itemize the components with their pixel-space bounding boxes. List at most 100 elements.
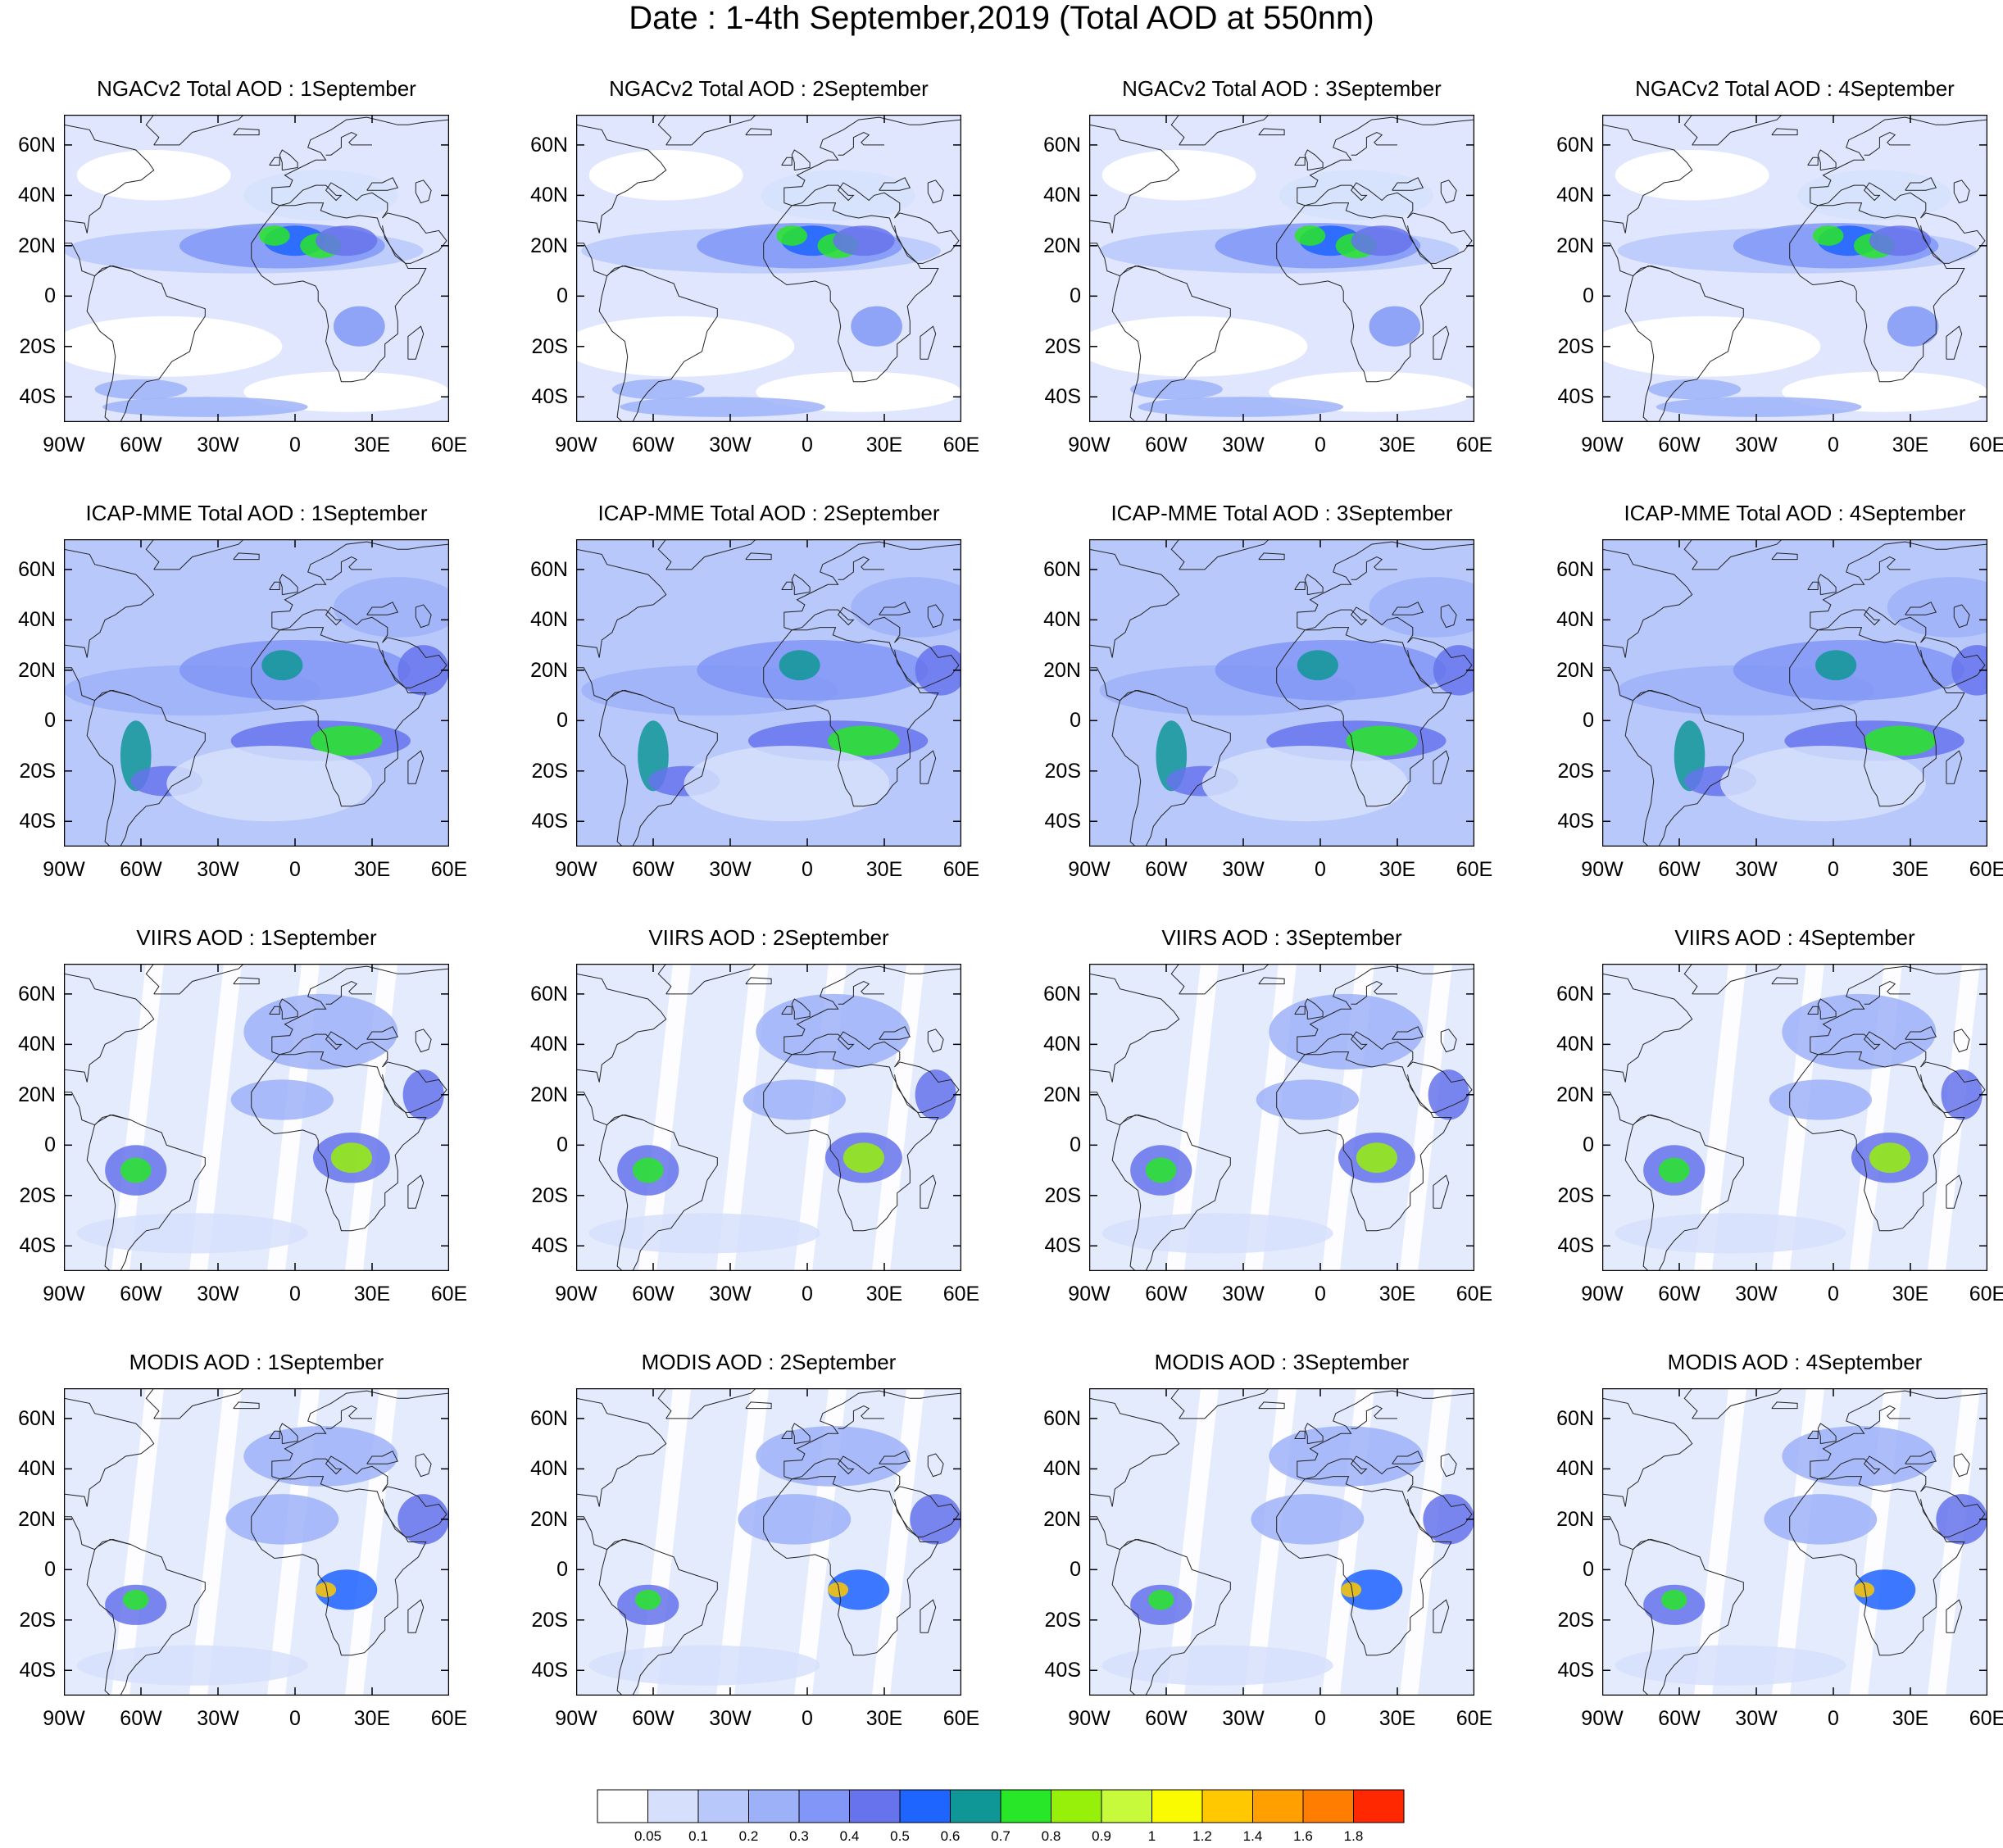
satellite-swath-gap <box>872 964 924 1271</box>
lon-label: 90W <box>1581 858 1624 881</box>
lat-label: 40S <box>531 1234 568 1258</box>
colorbar-swatch <box>647 1789 699 1823</box>
map-area <box>64 115 449 422</box>
lon-label: 60E <box>430 858 468 881</box>
map-area <box>1602 115 1987 422</box>
aerosol-plume <box>1145 1157 1177 1183</box>
map-area <box>1089 539 1474 847</box>
coastline <box>838 131 884 156</box>
coastline <box>920 750 937 784</box>
coastline <box>1258 552 1285 561</box>
lat-label: 40N <box>1043 1457 1081 1481</box>
coastline <box>1624 689 1744 847</box>
lat-label: 40N <box>1556 1457 1594 1481</box>
aod-map <box>1602 1388 1987 1696</box>
lon-label: 90W <box>43 1707 85 1730</box>
lat-label: 40N <box>18 608 56 632</box>
satellite-swath-gap <box>1166 964 1219 1271</box>
lon-label: 0 <box>1315 1283 1326 1305</box>
lat-label: 20N <box>1556 234 1594 257</box>
aerosol-plume <box>310 725 383 756</box>
map-area <box>576 539 961 847</box>
lat-label: 20N <box>1556 1083 1594 1106</box>
coastline <box>1170 1388 1270 1419</box>
coastline <box>1771 1401 1798 1410</box>
lon-label: 60W <box>1145 1283 1188 1305</box>
map-area <box>1602 1388 1987 1696</box>
lon-label: 30W <box>1222 858 1265 881</box>
coastline <box>1433 1174 1450 1209</box>
coastline <box>251 202 427 383</box>
aerosol-plume <box>738 1494 852 1545</box>
coastline <box>86 265 206 422</box>
aerosol-plume <box>588 1213 820 1254</box>
panel-title: NGACv2 Total AOD : 2September <box>609 76 929 101</box>
colorbar-swatch <box>1201 1789 1253 1823</box>
lon-label: 30E <box>353 858 391 881</box>
lat-label: 0 <box>44 1558 56 1582</box>
colorbar: 0.05 0.1 0.2 0.3 0.4 0.5 0.6 0.7 0.8 0.9 1 1.2 1.4 1.… <box>597 1789 1408 1844</box>
aerosol-plume <box>1648 379 1742 400</box>
coastline <box>598 689 718 847</box>
aerosol-plume <box>1201 746 1408 822</box>
coastline <box>1810 606 1927 643</box>
coastline <box>1392 177 1424 191</box>
coastline <box>1304 149 1324 171</box>
coastline <box>1351 131 1397 156</box>
coastline <box>1810 182 1927 219</box>
lon-label: 60W <box>1658 434 1701 456</box>
coastline <box>1817 574 1837 596</box>
coastline <box>271 606 388 643</box>
map-area <box>576 1388 961 1696</box>
lon-label: 0 <box>289 434 301 456</box>
lat-label: 20S <box>1044 1183 1081 1207</box>
coastline <box>1864 1405 1910 1429</box>
lat-label: 0 <box>556 1133 568 1157</box>
map-area <box>1089 115 1474 422</box>
panel-title: NGACv2 Total AOD : 1September <box>97 76 416 101</box>
map-panel: VIIRS AOD : 1September 60N 40N 20N 0 20S 40S 90… <box>0 923 513 1349</box>
coastline <box>745 128 772 136</box>
coastline <box>325 1405 372 1429</box>
aerosol-plume <box>334 577 449 638</box>
map-panel: VIIRS AOD : 3September 60N 40N 20N 0 20S 40S 90… <box>1025 923 1538 1349</box>
coastline <box>1817 149 1837 171</box>
coastline <box>1953 179 1970 204</box>
low-aod-region <box>64 316 283 377</box>
coastline <box>1683 964 1783 995</box>
aerosol-plume <box>761 170 915 221</box>
aerosol-plume <box>1369 577 1474 638</box>
coastline <box>1817 1423 1837 1445</box>
coastline <box>783 1390 961 1477</box>
panel-title: MODIS AOD : 1September <box>129 1350 384 1374</box>
lat-label: 40N <box>530 608 568 632</box>
aerosol-plume <box>243 170 398 221</box>
panel-title: ICAP-MME Total AOD : 3September <box>1111 501 1453 525</box>
coastline <box>1294 1430 1306 1439</box>
lon-label: 0 <box>802 858 813 881</box>
map-area <box>64 539 449 847</box>
lon-label: 90W <box>1068 1707 1111 1730</box>
lat-label: 40S <box>1557 385 1594 409</box>
coastline <box>838 1405 884 1429</box>
map-panel: ICAP-MME Total AOD : 2September 60N 40N 20N… <box>512 498 1025 924</box>
panel-title: ICAP-MME Total AOD : 4September <box>1624 501 1966 525</box>
lat-label: 0 <box>1583 284 1594 308</box>
coastline <box>1789 202 1965 383</box>
low-aod-region <box>243 371 449 412</box>
lon-label: 30E <box>1378 434 1416 456</box>
coastline <box>233 128 260 136</box>
lon-label: 0 <box>802 1283 813 1305</box>
colorbar-swatch <box>1151 1789 1203 1823</box>
lat-label: 20N <box>18 658 56 682</box>
aerosol-plume <box>1341 1569 1403 1610</box>
low-aod-region <box>588 150 743 201</box>
coastline <box>783 182 901 219</box>
coastline <box>920 1174 937 1209</box>
coastline <box>1789 627 1965 807</box>
lon-label: 30W <box>709 1283 752 1305</box>
lon-label: 0 <box>802 434 813 456</box>
aerosol-plume <box>1433 645 1474 696</box>
lon-label: 30E <box>353 1283 391 1305</box>
map-frame <box>1602 539 1987 847</box>
